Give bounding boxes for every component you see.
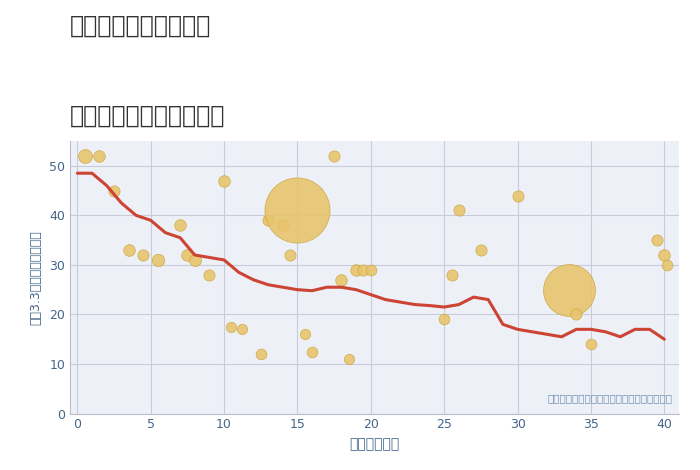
Text: 円の大きさは、取引のあった物件面積を示す: 円の大きさは、取引のあった物件面積を示す xyxy=(548,393,673,403)
Point xyxy=(292,207,303,214)
Point xyxy=(256,350,267,358)
Point xyxy=(94,152,105,160)
Point xyxy=(446,271,457,279)
Point xyxy=(182,251,193,259)
X-axis label: 築年数（年）: 築年数（年） xyxy=(349,437,400,451)
Point xyxy=(475,246,486,254)
Point xyxy=(226,323,237,330)
Point xyxy=(236,326,247,333)
Point xyxy=(218,177,230,184)
Point xyxy=(262,217,274,224)
Point xyxy=(79,152,90,160)
Point xyxy=(299,330,310,338)
Point xyxy=(336,276,347,283)
Y-axis label: 坪（3.3㎡）単価（万円）: 坪（3.3㎡）単価（万円） xyxy=(29,230,42,325)
Point xyxy=(439,316,450,323)
Point xyxy=(108,187,120,194)
Point xyxy=(307,348,318,355)
Point xyxy=(512,192,523,199)
Text: 築年数別中古戸建て価格: 築年数別中古戸建て価格 xyxy=(70,103,225,127)
Text: 兵庫県丹波篠山市北の: 兵庫県丹波篠山市北の xyxy=(70,14,211,38)
Point xyxy=(454,207,465,214)
Point xyxy=(189,256,200,264)
Point xyxy=(277,221,288,229)
Point xyxy=(564,286,575,293)
Point xyxy=(365,266,377,274)
Point xyxy=(659,251,670,259)
Point xyxy=(351,266,362,274)
Point xyxy=(174,221,186,229)
Point xyxy=(328,152,339,160)
Point xyxy=(138,251,149,259)
Point xyxy=(284,251,295,259)
Point xyxy=(585,340,596,348)
Point xyxy=(652,236,663,244)
Point xyxy=(204,271,215,279)
Point xyxy=(153,256,164,264)
Point xyxy=(123,246,134,254)
Point xyxy=(662,261,673,269)
Point xyxy=(570,311,582,318)
Point xyxy=(343,355,354,363)
Point xyxy=(358,266,369,274)
